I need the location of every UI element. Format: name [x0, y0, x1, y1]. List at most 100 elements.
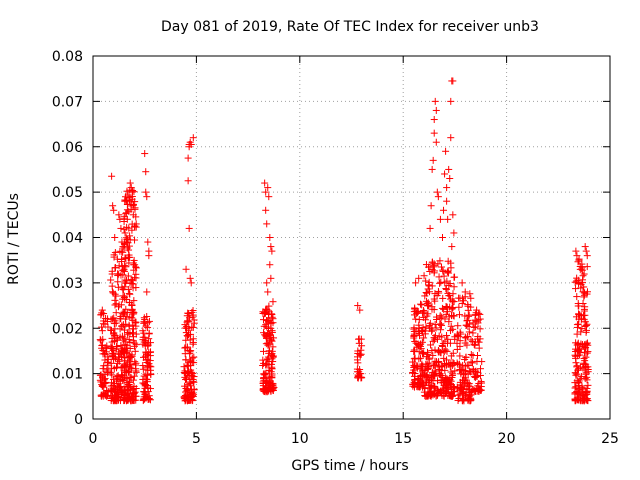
axis-ticks: 0 5 10 15 20 25 0 0.01 0.02 0.03 0.04 0.05 0.06 0.07 0… — [52, 49, 619, 447]
data-point — [131, 358, 139, 366]
data-point — [427, 202, 435, 210]
data-point — [132, 341, 140, 349]
data-point — [584, 341, 592, 349]
data-point — [427, 341, 435, 349]
data-point — [411, 304, 419, 312]
data-point — [117, 341, 125, 349]
data-point — [124, 272, 132, 280]
data-point — [433, 188, 441, 196]
data-point — [124, 368, 132, 376]
data-point — [121, 229, 129, 237]
data-point — [423, 289, 431, 297]
data-point — [461, 390, 469, 398]
data-point — [113, 342, 121, 350]
data-point — [429, 351, 437, 359]
data-point — [112, 391, 120, 399]
data-point — [431, 97, 439, 105]
data-point — [476, 371, 484, 379]
data-point — [132, 367, 140, 375]
data-point — [265, 340, 273, 348]
data-point — [575, 381, 583, 389]
data-point — [478, 379, 486, 387]
data-point — [128, 279, 136, 287]
data-point — [441, 170, 449, 178]
data-point — [425, 354, 433, 362]
data-point — [429, 156, 437, 164]
data-point — [438, 342, 446, 350]
data-point — [428, 258, 436, 266]
data-point — [130, 256, 138, 264]
data-point — [582, 247, 590, 255]
data-point — [412, 279, 420, 287]
data-point — [121, 354, 129, 362]
data-point — [189, 313, 197, 321]
data-points — [96, 77, 592, 405]
data-point — [449, 370, 457, 378]
data-point — [119, 243, 127, 251]
data-point — [445, 165, 453, 173]
data-point — [473, 306, 481, 314]
data-point — [186, 274, 194, 282]
data-point — [438, 304, 446, 312]
data-point — [110, 337, 118, 345]
data-point — [426, 392, 434, 400]
data-point — [146, 366, 154, 374]
data-point — [99, 392, 107, 400]
data-point — [116, 350, 124, 358]
data-point — [141, 388, 149, 396]
plot-frame — [92, 55, 611, 420]
data-point — [143, 351, 151, 359]
data-point — [265, 360, 273, 368]
data-point — [99, 373, 107, 381]
data-point — [146, 339, 154, 347]
data-point — [147, 385, 155, 393]
data-point — [441, 366, 449, 374]
data-point — [416, 354, 424, 362]
data-point — [144, 342, 152, 350]
data-point — [108, 371, 116, 379]
data-point — [262, 369, 270, 377]
data-point — [180, 363, 188, 371]
data-point — [267, 318, 275, 326]
data-point — [113, 363, 121, 371]
y-tick-label: 0 — [74, 412, 83, 428]
data-point — [583, 349, 591, 357]
data-point — [122, 320, 130, 328]
data-point — [129, 284, 137, 292]
data-point — [144, 395, 152, 403]
data-point — [122, 210, 130, 218]
data-point — [470, 367, 478, 375]
data-point — [572, 247, 580, 255]
data-point — [573, 274, 581, 282]
data-point — [413, 363, 421, 371]
data-point — [267, 243, 275, 251]
data-point — [411, 347, 419, 355]
data-point — [127, 364, 135, 372]
data-point — [421, 316, 429, 324]
data-point — [121, 360, 129, 368]
data-point — [454, 391, 462, 399]
y-tick-label: 0.06 — [52, 140, 83, 156]
data-point — [434, 335, 442, 343]
data-point — [418, 338, 426, 346]
data-point — [111, 296, 119, 304]
data-point — [576, 351, 584, 359]
data-point — [263, 220, 271, 228]
data-point — [269, 298, 277, 306]
data-point — [476, 386, 484, 394]
data-point — [465, 328, 473, 336]
data-point — [416, 300, 424, 308]
data-point — [98, 306, 106, 314]
data-point — [420, 334, 428, 342]
data-point — [269, 387, 277, 395]
data-point — [120, 217, 128, 225]
data-point — [443, 331, 451, 339]
data-point — [573, 362, 581, 370]
data-point — [268, 247, 276, 255]
data-point — [436, 313, 444, 321]
data-point — [580, 305, 588, 313]
x-tick-label: 25 — [601, 431, 619, 447]
data-point — [444, 391, 452, 399]
data-point — [118, 371, 126, 379]
data-point — [455, 394, 463, 402]
